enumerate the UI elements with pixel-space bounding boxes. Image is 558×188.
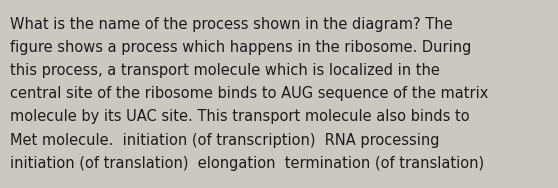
Text: molecule by its UAC site. This transport molecule also binds to: molecule by its UAC site. This transport… xyxy=(10,109,470,124)
Text: figure shows a process which happens in the ribosome. During: figure shows a process which happens in … xyxy=(10,40,472,55)
Text: Met molecule.  initiation (of transcription)  RNA processing: Met molecule. initiation (of transcripti… xyxy=(10,133,440,148)
Text: initiation (of translation)  elongation  termination (of translation): initiation (of translation) elongation t… xyxy=(10,156,484,171)
Text: What is the name of the process shown in the diagram? The: What is the name of the process shown in… xyxy=(10,17,453,32)
Text: this process, a transport molecule which is localized in the: this process, a transport molecule which… xyxy=(10,63,440,78)
Text: central site of the ribosome binds to AUG sequence of the matrix: central site of the ribosome binds to AU… xyxy=(10,86,488,101)
